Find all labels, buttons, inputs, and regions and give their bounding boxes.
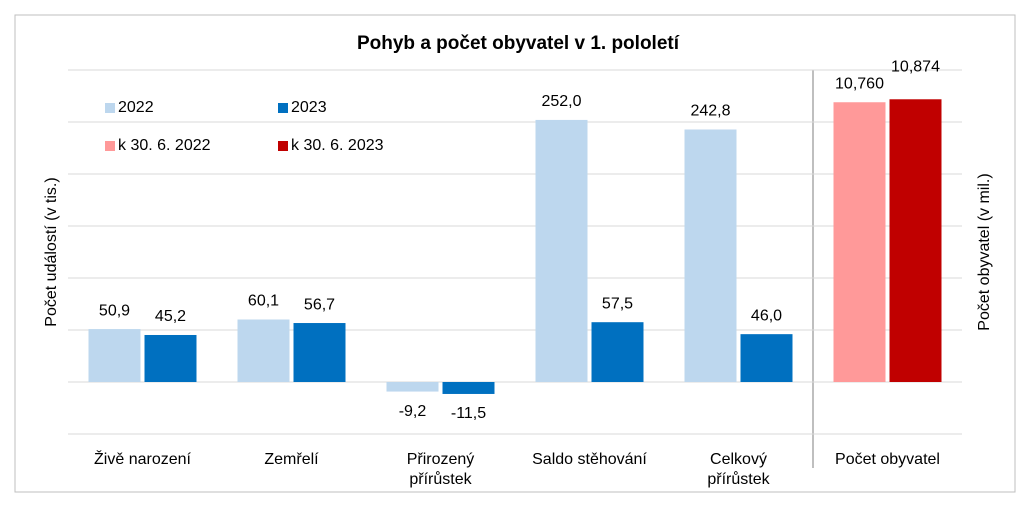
bar: [293, 323, 346, 382]
data-label: 56,7: [304, 296, 335, 313]
data-label: 57,5: [602, 295, 633, 312]
y-axis-label: Počet událostí (v tis.): [43, 177, 60, 326]
bar: [144, 334, 197, 382]
data-label: 10,760: [835, 75, 884, 92]
legend-swatch: [105, 103, 115, 113]
legend-swatch: [278, 141, 288, 151]
legend-label: k 30. 6. 2023: [291, 137, 384, 154]
data-label: 50,9: [99, 302, 130, 319]
x-tick-label: Saldo stěhování: [532, 451, 647, 468]
legend-swatch: [278, 103, 288, 113]
bar: [442, 382, 495, 394]
data-label: -9,2: [399, 403, 427, 420]
data-label: -11,5: [451, 405, 486, 422]
bar: [237, 319, 290, 382]
y2-axis-label: Počet obyvatel (v mil.): [976, 173, 993, 330]
legend-label: 2023: [291, 99, 327, 116]
data-label: 242,8: [690, 103, 730, 120]
bar: [88, 329, 141, 382]
bar: [535, 119, 588, 383]
bar: [684, 129, 737, 382]
x-tick-label: Celkový přírůstek: [707, 451, 770, 488]
legend-label: k 30. 6. 2022: [118, 137, 211, 154]
data-label: 10,874: [891, 58, 940, 75]
data-label: 60,1: [248, 293, 279, 310]
legend-label: 2022: [118, 99, 154, 116]
bar: [889, 99, 942, 382]
chart-title: Pohyb a počet obyvatel v 1. pololetí: [357, 33, 680, 54]
bar: [740, 334, 793, 382]
bar: [591, 322, 644, 382]
bar: [386, 382, 439, 392]
legend-swatch: [105, 141, 115, 151]
data-label: 46,0: [751, 307, 782, 324]
data-label: 45,2: [155, 308, 186, 325]
x-tick-label: Přirozený přírůstek: [406, 451, 475, 488]
data-label: 252,0: [541, 93, 581, 110]
x-tick-label: Živě narození: [94, 451, 191, 468]
x-tick-label: Počet obyvatel: [835, 451, 940, 468]
bar: [833, 102, 886, 383]
x-tick-label: Zemřelí: [264, 451, 319, 468]
